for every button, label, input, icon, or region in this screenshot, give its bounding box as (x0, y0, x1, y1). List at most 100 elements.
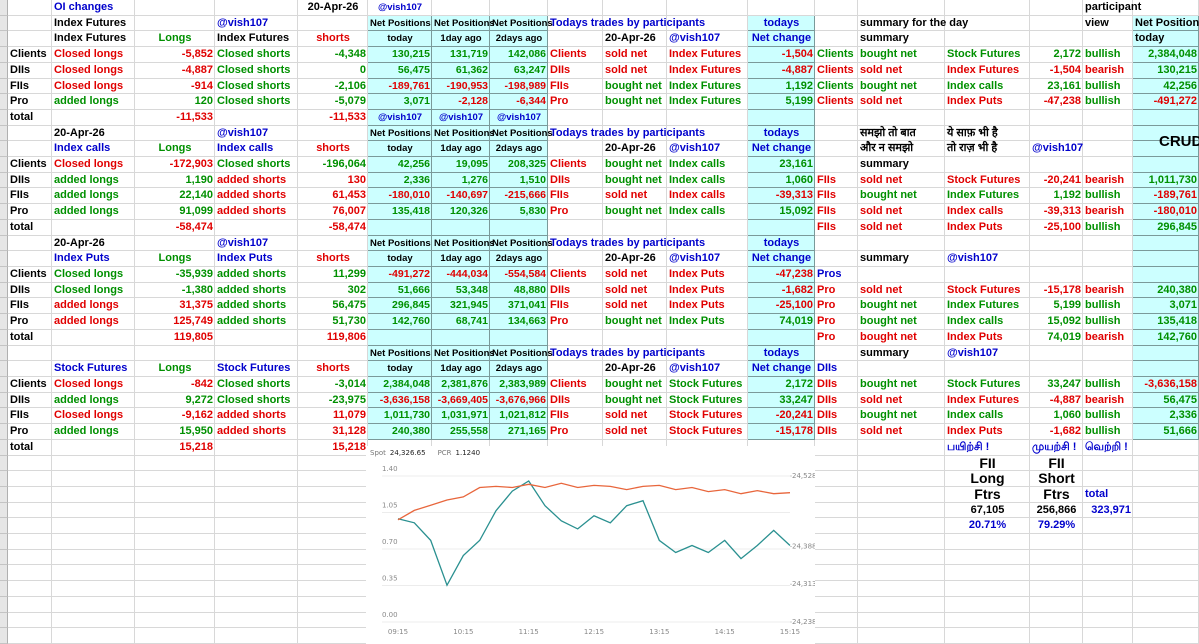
cell (603, 219, 667, 236)
cell (135, 172, 215, 189)
cell (52, 282, 135, 299)
cell (298, 251, 368, 268)
cell (52, 235, 135, 252)
cell-text: 125,749 (173, 315, 213, 328)
cell (215, 188, 298, 205)
cell (215, 31, 298, 48)
cell (368, 235, 432, 252)
cell (858, 157, 945, 173)
cell (603, 204, 667, 220)
cell-text: bullish (1085, 299, 1121, 312)
cell-text: @vish107 (669, 362, 721, 375)
cell (135, 549, 215, 566)
cell (490, 329, 548, 346)
cell-text: bullish (1085, 315, 1121, 328)
cell-text: CRUD (1159, 132, 1199, 150)
cell (1030, 157, 1083, 173)
cell (815, 78, 858, 95)
cell (603, 251, 667, 268)
cell (52, 518, 135, 535)
cell (135, 0, 215, 16)
cell (490, 188, 548, 205)
row-header (0, 502, 8, 519)
cell-text: bullish (1085, 425, 1121, 438)
cell (548, 109, 603, 126)
intraday-chart: 1.40 1.05 0.70 0.35 0.00 24,528 24,388 24,313 24… (366, 446, 815, 644)
cell-text: 19,095 (455, 158, 488, 171)
cell-text: bought net (605, 173, 662, 186)
cell-text: Longs (158, 362, 192, 375)
cell (298, 47, 368, 63)
row-header (0, 534, 8, 550)
cell (52, 62, 135, 79)
row-header (0, 408, 8, 425)
cell (298, 534, 368, 550)
cell-text: -1,504 (1049, 63, 1081, 76)
cell (603, 62, 667, 79)
cell (748, 0, 815, 16)
cell (603, 235, 667, 252)
cell-text: sold net (605, 425, 648, 438)
cell (52, 125, 135, 142)
cell (603, 157, 667, 173)
cell (858, 267, 945, 283)
cell-text: bought net (860, 48, 917, 61)
cell (490, 267, 548, 283)
cell (432, 219, 490, 236)
cell-text: 31,128 (332, 425, 366, 438)
cell (490, 15, 548, 32)
cell (548, 329, 603, 346)
cell (135, 581, 215, 597)
legend-name: PCR (438, 449, 452, 457)
cell-text: participant (1085, 1, 1142, 13)
cell (667, 282, 748, 299)
cell-text: 131,719 (450, 48, 488, 61)
cell (548, 251, 603, 268)
cell (603, 141, 667, 158)
cell-text: Clients (817, 48, 854, 61)
cell-text: 20.71% (968, 519, 1007, 532)
cell-text: Index Futures (669, 79, 742, 92)
cell-text: 1,021,812 (499, 409, 546, 422)
cell (8, 172, 52, 189)
y2-tick-label: 24,388 (792, 542, 815, 550)
cell-text: Index calls (669, 158, 726, 171)
cell (432, 62, 490, 79)
cell-text: 1,060 (1053, 409, 1081, 422)
cell (215, 471, 298, 487)
cell-text: Pro (550, 425, 569, 438)
cell-text: FIIs (817, 189, 836, 202)
cell-text: added longs (54, 205, 119, 218)
cell (432, 172, 490, 189)
row-header (0, 486, 8, 503)
cell-text: todays (763, 236, 800, 249)
cell (815, 109, 858, 126)
cell-text: 23,161 (1047, 79, 1081, 92)
cell (135, 251, 215, 268)
cell (603, 109, 667, 126)
cell-text: Closed longs (54, 48, 124, 61)
cell-text: Clients (817, 95, 854, 108)
cell-text: @vish107 (947, 252, 999, 265)
cell-text: view (1085, 16, 1109, 29)
cell (815, 282, 858, 299)
cell (432, 298, 490, 315)
cell (1030, 141, 1083, 158)
row-header (0, 439, 8, 456)
y2-tick-label: 24,238 (792, 618, 815, 626)
cell (667, 251, 748, 268)
row-header (0, 565, 8, 582)
cell (298, 0, 368, 16)
cell (1083, 612, 1133, 629)
cell (368, 141, 432, 158)
cell (815, 31, 858, 48)
cell-text: -491,272 (388, 268, 430, 281)
cell (548, 188, 603, 205)
cell-text: Index Puts (669, 315, 725, 328)
cell (368, 172, 432, 189)
cell-text: 240,380 (1157, 283, 1197, 296)
cell (135, 455, 215, 472)
cell (667, 298, 748, 315)
cell (135, 15, 215, 32)
cell-text: DIIs (817, 377, 838, 390)
